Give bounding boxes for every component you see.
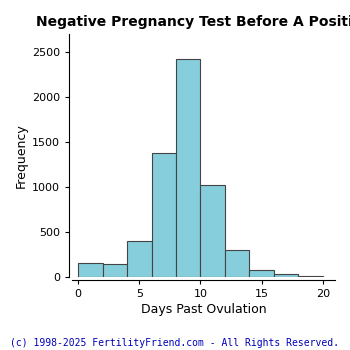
- Bar: [274, 274, 298, 277]
- Bar: [176, 60, 201, 277]
- Bar: [127, 241, 152, 277]
- Title: Negative Pregnancy Test Before A Positive: Negative Pregnancy Test Before A Positiv…: [36, 15, 350, 29]
- Bar: [225, 250, 250, 277]
- Bar: [152, 153, 176, 277]
- Bar: [201, 185, 225, 277]
- Bar: [78, 263, 103, 277]
- Text: (c) 1998-2025 FertilityFriend.com - All Rights Reserved.: (c) 1998-2025 FertilityFriend.com - All …: [10, 338, 340, 348]
- Bar: [250, 270, 274, 277]
- Bar: [298, 276, 323, 277]
- Y-axis label: Frequency: Frequency: [15, 123, 28, 188]
- Bar: [103, 264, 127, 277]
- X-axis label: Days Past Ovulation: Days Past Ovulation: [141, 303, 266, 316]
